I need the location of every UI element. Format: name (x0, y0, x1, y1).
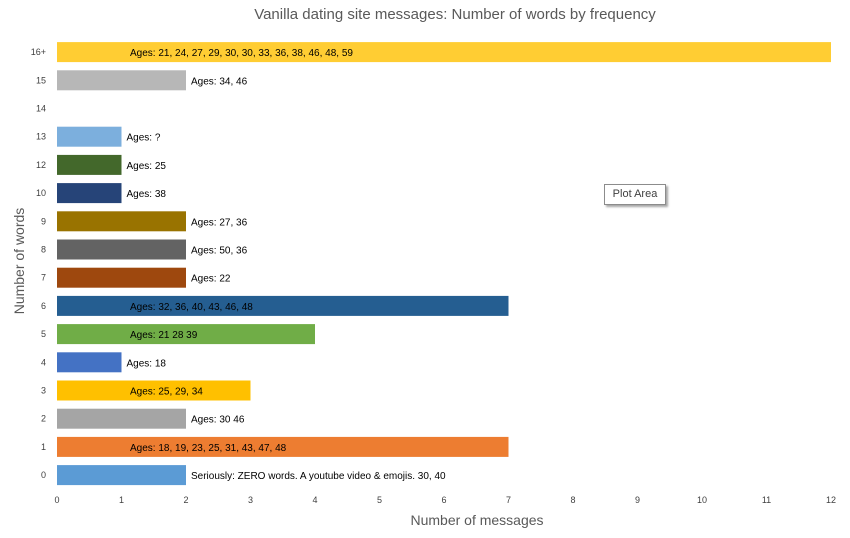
y-tick-label: 9 (41, 216, 46, 226)
bar (57, 239, 186, 260)
bar (57, 42, 831, 63)
y-tick-label: 13 (36, 132, 46, 142)
data-label: Ages: 18 (127, 358, 167, 369)
x-tick-label: 12 (826, 495, 836, 505)
y-tick-label: 1 (41, 442, 46, 452)
data-label: Ages: 27, 36 (191, 217, 248, 228)
bars-layer (57, 42, 831, 486)
y-tick-label: 0 (41, 470, 46, 480)
y-tick-label: 2 (41, 414, 46, 424)
y-tick-label: 6 (41, 301, 46, 311)
bar (57, 324, 315, 345)
data-label: Ages: 50, 36 (191, 246, 248, 257)
x-axis-title: Number of messages (410, 512, 543, 528)
bar (57, 183, 122, 204)
data-label: Ages: 25 (127, 161, 167, 172)
x-tick-label: 7 (506, 495, 511, 505)
data-label: Ages: 18, 19, 23, 25, 31, 43, 47, 48 (130, 443, 287, 454)
bar (57, 70, 186, 91)
plot-area-tooltip: Plot Area (604, 184, 666, 205)
bar (57, 352, 122, 373)
x-tick-label: 6 (441, 495, 446, 505)
chart-title: Vanilla dating site messages: Number of … (254, 6, 656, 23)
bar (57, 154, 122, 175)
y-tick-label: 10 (36, 188, 46, 198)
y-tick-label: 8 (41, 245, 46, 255)
y-tick-label: 12 (36, 160, 46, 170)
x-tick-label: 9 (635, 495, 640, 505)
y-tick-label: 15 (36, 75, 46, 85)
bar (57, 295, 509, 316)
x-tick-label: 0 (54, 495, 59, 505)
data-label: Seriously: ZERO words. A youtube video &… (191, 471, 446, 482)
y-tick-label: 5 (41, 329, 46, 339)
y-tick-label: 4 (41, 357, 46, 367)
bar (57, 380, 251, 401)
x-tick-label: 5 (377, 495, 382, 505)
y-tick-label: 16+ (31, 47, 46, 57)
data-label: Ages: 21 28 39 (130, 330, 198, 341)
x-tick-label: 4 (312, 495, 317, 505)
x-tick-label: 8 (570, 495, 575, 505)
data-label: Ages: 38 (127, 189, 167, 200)
data-label: Ages: 34, 46 (191, 76, 248, 87)
y-tick-label: 7 (41, 273, 46, 283)
data-labels-layer: Seriously: ZERO words. A youtube video &… (127, 48, 447, 482)
y-tick-label: 3 (41, 386, 46, 396)
y-tick-label: 14 (36, 104, 46, 114)
x-tick-label: 10 (697, 495, 707, 505)
x-tick-label: 1 (119, 495, 124, 505)
x-tick-labels: 0 1 2 3 4 5 6 7 8 9 10 11 12 (54, 495, 836, 505)
data-label: Ages: ? (127, 133, 161, 144)
bar (57, 436, 509, 457)
data-label: Ages: 21, 24, 27, 29, 30, 30, 33, 36, 38… (130, 48, 353, 59)
bar (57, 465, 186, 486)
data-label: Ages: 32, 36, 40, 43, 46, 48 (130, 302, 253, 313)
data-label: Ages: 30 46 (191, 415, 245, 426)
x-tick-label: 3 (248, 495, 253, 505)
bar (57, 267, 186, 288)
bar (57, 126, 122, 147)
bar (57, 211, 186, 232)
x-tick-label: 2 (183, 495, 188, 505)
x-tick-label: 11 (762, 495, 771, 505)
data-label: Ages: 25, 29, 34 (130, 387, 203, 398)
bar (57, 408, 186, 429)
data-label: Ages: 22 (191, 274, 231, 285)
y-axis-title: Number of words (11, 208, 27, 315)
